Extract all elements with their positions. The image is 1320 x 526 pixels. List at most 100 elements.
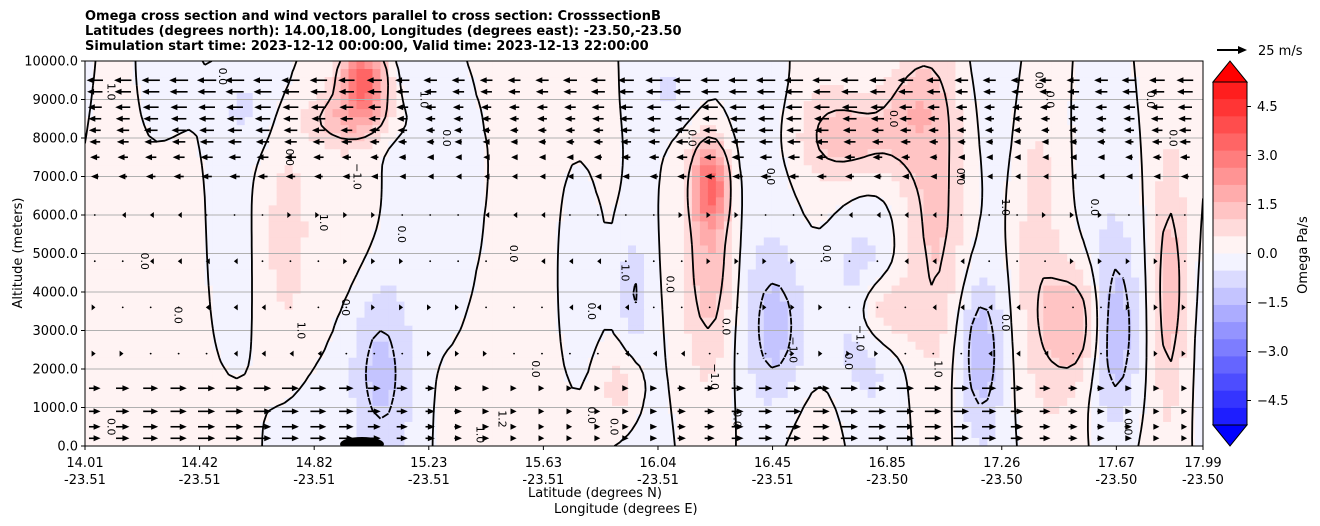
field-cell [691,269,701,279]
field-cell [420,261,429,271]
field-cell [1043,157,1052,166]
field-cell [172,109,182,118]
field-cell [452,293,461,303]
field-cell [819,237,829,247]
field-cell [444,333,453,343]
field-cell [739,261,749,271]
field-cell [691,237,701,247]
field-cell [827,77,837,86]
field-cell [1091,197,1100,206]
field-cell [1155,181,1164,190]
field-cell [292,141,302,150]
field-cell [412,77,421,86]
field-cell [316,149,326,158]
field-cell [396,117,406,126]
field-cell [747,173,757,182]
field-cell [811,341,821,351]
field-cell [971,189,980,198]
field-cell [164,197,174,206]
field-cell [875,85,885,94]
field-cell [452,221,461,231]
field-cell [683,333,693,343]
field-cell [827,93,837,102]
field-cell [380,269,390,279]
field-cell [236,109,246,118]
field-cell [1043,93,1052,102]
field-cell [452,317,461,327]
field-cell [787,61,797,70]
field-cell [452,141,461,150]
field-cell [971,165,980,174]
field-cell [228,69,238,78]
field-cell [180,333,190,343]
field-cell [1195,61,1203,70]
field-cell [739,85,749,94]
field-cell [276,253,286,263]
field-cell [140,333,150,343]
field-cell [819,93,829,102]
field-cell [116,309,126,319]
field-cell [763,301,773,311]
field-cell [979,245,988,255]
field-cell [739,229,749,239]
field-cell [156,221,166,231]
field-cell [851,117,861,126]
field-cell [132,285,142,295]
field-cell [875,69,885,78]
field-cell [220,197,230,206]
title-line-2: Latitudes (degrees north): 14.00,18.00, … [85,24,682,39]
field-cell [588,173,597,182]
field-cell [723,229,733,239]
field-cell [100,317,110,327]
field-cell [939,261,949,271]
field-cell [675,157,685,166]
field-cell [907,261,917,271]
field-cell [1035,301,1044,311]
field-cell [1051,333,1060,343]
field-cell [588,189,597,198]
field-cell [636,245,645,255]
field-cell [1043,109,1052,118]
field-cell [859,93,869,102]
field-cell [588,69,597,78]
field-cell [683,293,693,303]
field-cell [779,285,789,295]
field-cell [1187,85,1196,94]
field-cell [436,317,445,327]
field-cell [612,269,621,279]
field-cell [915,61,925,70]
field-cell [108,189,118,198]
field-cell [316,125,326,134]
field-cell [723,245,733,255]
field-cell [484,213,493,223]
field-cell [891,261,901,271]
field-cell [739,213,749,223]
field-cell [516,125,525,134]
field-cell [92,141,102,150]
field-cell [1179,229,1188,239]
field-cell [476,333,485,343]
field-cell [508,301,517,311]
field-cell [524,341,533,351]
field-cell [1083,141,1092,150]
field-cell [1163,77,1172,86]
field-cell [372,301,382,311]
field-cell [715,69,725,78]
field-cell [148,77,158,86]
field-cell [1187,245,1196,255]
field-cell [188,157,198,166]
field-cell [356,317,366,327]
field-cell [644,125,653,134]
field-cell [691,333,701,343]
field-cell [404,101,414,110]
field-cell [651,189,661,198]
field-cell [164,117,174,126]
field-cell [284,61,294,70]
field-cell [324,189,334,198]
field-cell [85,293,94,303]
field-cell [340,197,350,206]
field-cell [1011,197,1020,206]
field-cell [955,237,965,247]
field-cell [364,309,374,319]
field-cell [1059,229,1068,239]
